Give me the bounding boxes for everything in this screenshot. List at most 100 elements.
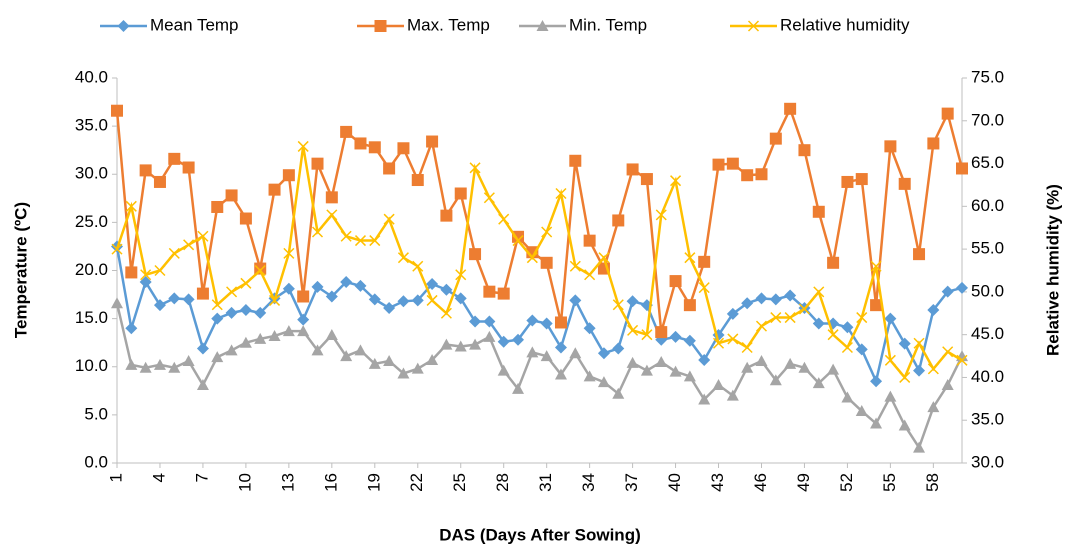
y2-tick-label: 50.0	[971, 281, 1004, 300]
y2-tick-label: 55.0	[971, 239, 1004, 258]
legend-label: Max. Temp	[407, 15, 490, 34]
data-point	[569, 294, 582, 307]
data-point	[956, 162, 968, 175]
data-point	[812, 205, 825, 218]
data-point	[526, 252, 538, 264]
data-point	[354, 279, 367, 292]
x-tick-label: 52	[837, 473, 856, 492]
data-point	[841, 175, 854, 188]
data-point	[554, 316, 567, 329]
data-point	[597, 376, 610, 388]
y2-tick-label: 65.0	[971, 153, 1004, 172]
data-point	[512, 333, 525, 346]
data-point	[755, 320, 768, 332]
data-point	[798, 144, 811, 157]
y-axis-title: Temperature (ºC)	[11, 202, 30, 338]
data-point	[741, 297, 754, 310]
data-point	[640, 173, 653, 186]
data-point	[125, 358, 138, 370]
data-point	[483, 192, 495, 204]
data-point	[297, 313, 310, 326]
data-point	[211, 299, 223, 311]
data-point	[326, 209, 338, 221]
data-point	[884, 390, 897, 402]
data-point	[927, 137, 940, 150]
data-point	[583, 234, 596, 247]
data-point	[498, 213, 510, 225]
legend-label: Min. Temp	[569, 15, 647, 34]
x-tick-label: 31	[536, 473, 555, 492]
data-point	[154, 264, 166, 277]
data-point	[454, 187, 467, 200]
data-point	[325, 290, 338, 303]
data-point	[469, 315, 482, 328]
data-point	[440, 283, 453, 296]
data-point	[197, 230, 209, 242]
y-tick-label: 40.0	[75, 67, 108, 86]
x-tick-label: 40	[665, 473, 684, 492]
data-point	[340, 350, 353, 362]
data-point	[541, 226, 553, 238]
data-point	[798, 303, 810, 315]
data-point	[269, 294, 281, 306]
data-point	[153, 175, 166, 188]
x-tick-label: 22	[407, 473, 426, 492]
data-point	[698, 354, 711, 367]
data-point	[927, 363, 939, 375]
data-point	[927, 303, 940, 316]
data-point	[927, 401, 940, 413]
x-tick-label: 55	[880, 473, 899, 492]
x-tick-label: 16	[321, 473, 340, 492]
data-point	[354, 137, 367, 150]
data-point	[497, 335, 510, 348]
data-point	[812, 377, 825, 389]
data-point	[412, 260, 424, 272]
data-point	[354, 235, 367, 247]
y2-tick-label: 40.0	[971, 367, 1004, 386]
x-tick-label: 7	[192, 473, 211, 482]
data-point	[483, 330, 496, 342]
y-tick-label: 20.0	[75, 260, 108, 279]
data-point	[426, 277, 439, 290]
legend-label: Mean Temp	[150, 15, 239, 34]
data-point	[454, 340, 467, 352]
data-point	[712, 337, 725, 349]
data-point	[683, 370, 696, 382]
data-point	[884, 312, 897, 325]
data-point	[182, 293, 195, 306]
data-point	[784, 289, 797, 302]
y2-tick-label: 30.0	[971, 452, 1004, 471]
legend-marker	[747, 20, 760, 32]
data-point	[583, 370, 596, 382]
data-point	[942, 346, 954, 358]
data-point	[411, 174, 424, 187]
data-point	[497, 287, 510, 300]
x-tick-label: 43	[708, 473, 727, 492]
data-point	[841, 341, 853, 354]
data-point	[168, 292, 181, 305]
data-point	[540, 256, 553, 269]
data-point	[612, 214, 625, 227]
data-point	[297, 290, 310, 303]
data-point	[368, 141, 381, 154]
data-point	[226, 286, 238, 298]
data-point	[111, 243, 123, 255]
data-point	[827, 363, 840, 375]
y2-tick-label: 70.0	[971, 110, 1004, 129]
x-tick-label: 28	[493, 473, 512, 492]
data-point	[870, 299, 883, 312]
x-tick-label: 37	[622, 473, 641, 492]
data-point	[626, 295, 639, 308]
data-point	[368, 293, 381, 306]
data-point	[311, 344, 324, 356]
data-point	[569, 260, 581, 272]
data-point	[369, 235, 381, 247]
legend-label: Relative humidity	[780, 15, 910, 34]
data-point	[569, 347, 582, 359]
data-point	[526, 314, 539, 327]
data-point	[196, 287, 209, 300]
y-tick-label: 30.0	[75, 164, 108, 183]
data-point	[669, 330, 682, 343]
data-point	[956, 354, 968, 366]
data-point	[669, 365, 682, 377]
